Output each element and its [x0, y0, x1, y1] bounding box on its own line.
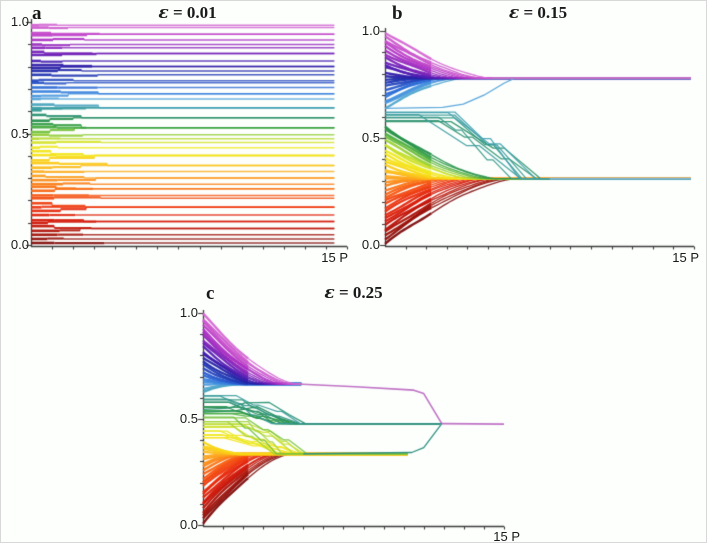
panel-c-xaxis-label: 15 P [493, 529, 520, 543]
panel-b-label: b [392, 3, 403, 24]
panel-b-ytick-1.0: 1.0 [361, 23, 380, 38]
panel-b-epsilon-value: = 0.15 [519, 3, 568, 22]
panel-c-ytick-0.5: 0.5 [179, 411, 198, 426]
panel-c-label: c [206, 283, 215, 304]
panel-a-label: a [32, 3, 42, 24]
panel-a-xaxis-label: 15 P [321, 250, 348, 265]
panel-b-ytick-0.0: 0.0 [361, 237, 380, 252]
panel-a-ytick-0.5: 0.5 [10, 126, 29, 141]
epsilon-symbol: ε [158, 3, 169, 23]
panel-a-epsilon-value: = 0.01 [168, 3, 217, 22]
panel-a-title: ε = 0.01 [31, 3, 344, 23]
panel-a-ytick-0.0: 0.0 [10, 237, 29, 252]
panel-a-ytick-1.0: 1.0 [10, 14, 29, 29]
panel-c-epsilon-value: = 0.25 [334, 283, 383, 302]
panel-c-ytick-0.0: 0.0 [179, 517, 198, 532]
panel-b-xaxis-label: 15 P [672, 250, 699, 265]
epsilon-symbol: ε [508, 3, 520, 23]
panel-b-title: ε = 0.15 [385, 3, 691, 23]
epsilon-symbol: ε [324, 283, 335, 303]
panel-c-ytick-1.0: 1.0 [179, 305, 198, 320]
panel-c-title: ε = 0.25 [203, 283, 504, 303]
panel-b-ytick-0.5: 0.5 [361, 130, 380, 145]
